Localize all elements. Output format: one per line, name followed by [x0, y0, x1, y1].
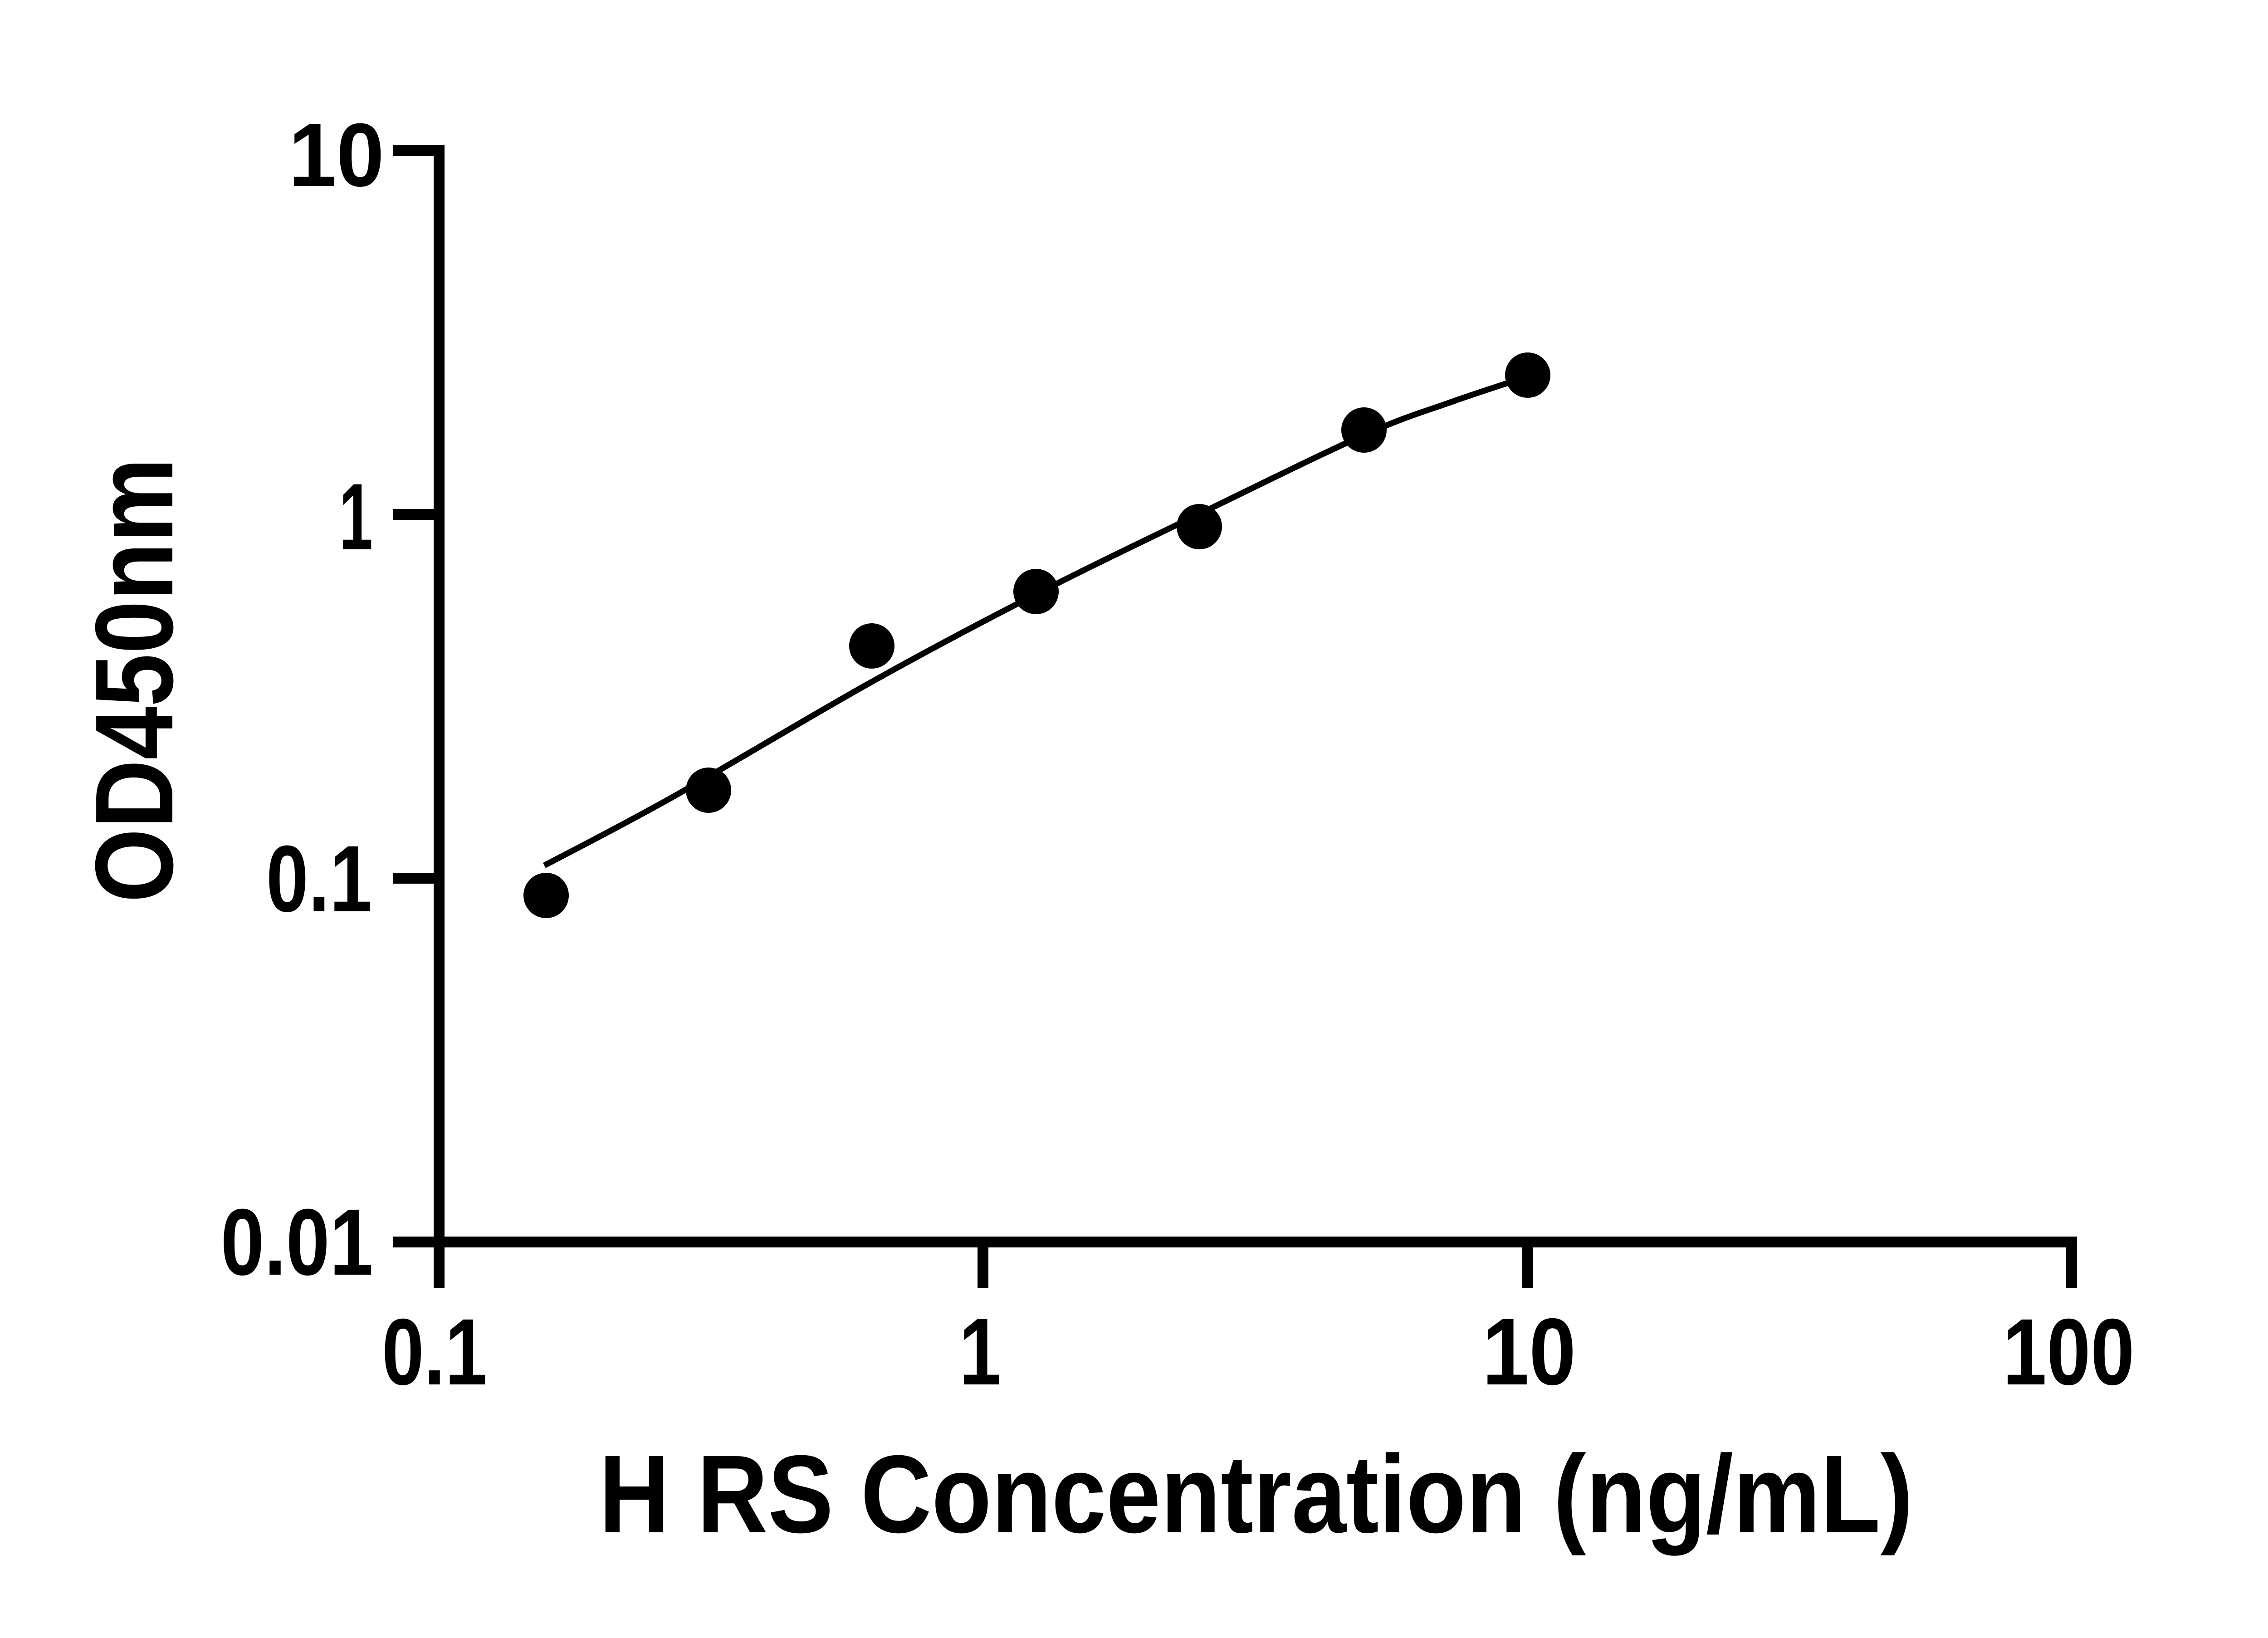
svg-text:0.01: 0.01	[220, 1190, 373, 1295]
svg-text:100: 100	[2003, 1300, 2135, 1405]
svg-text:1: 1	[959, 1299, 1001, 1405]
svg-text:0.1: 0.1	[266, 826, 372, 932]
svg-text:10: 10	[1482, 1299, 1576, 1405]
svg-text:OD450nm: OD450nm	[72, 458, 196, 903]
svg-text:10: 10	[288, 105, 384, 205]
svg-text:H RS Concentration (ng/mL): H RS Concentration (ng/mL)	[599, 1432, 1913, 1556]
svg-text:0.1: 0.1	[382, 1300, 487, 1405]
svg-text:1: 1	[339, 464, 373, 570]
